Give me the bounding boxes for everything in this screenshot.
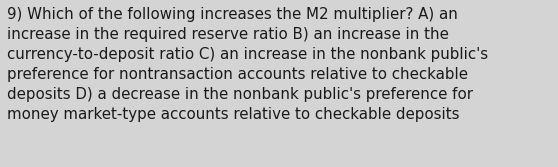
Text: 9) Which of the following increases the M2 multiplier? A) an
increase in the req: 9) Which of the following increases the … (7, 7, 488, 122)
